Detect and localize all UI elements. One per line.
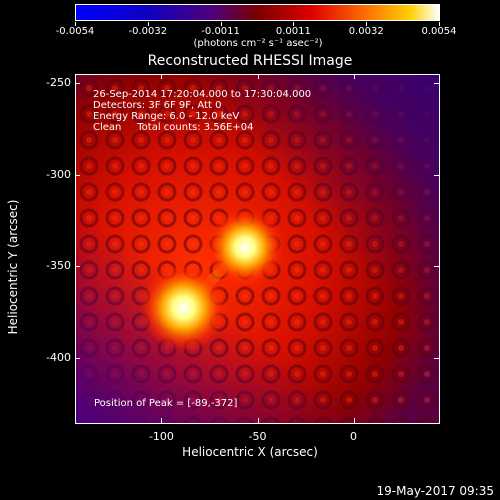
image-title: Reconstructed RHESSI Image xyxy=(147,53,353,69)
colorbar-tick xyxy=(439,22,440,26)
x-tick-label: -50 xyxy=(248,430,267,443)
info-line-counts: Clean Total counts: 3.56E+04 xyxy=(93,122,254,133)
x-tick-top xyxy=(353,74,355,79)
y-tick xyxy=(75,266,80,268)
y-tick-label: -350 xyxy=(46,259,71,273)
colorbar-tick-label: -0.0054 xyxy=(55,26,95,37)
y-tick-right xyxy=(434,83,439,85)
rhessi-image xyxy=(76,75,439,423)
y-axis-label: Heliocentric Y (arcsec) xyxy=(6,199,20,335)
colorbar-units: (photons cm⁻² s⁻¹ asec⁻²) xyxy=(193,38,323,49)
x-tick-top xyxy=(257,74,259,79)
flare-source xyxy=(139,263,228,352)
rhessi-image-plot: 26-Sep-2014 17:20:04.000 to 17:30:04.000… xyxy=(75,74,440,424)
x-tick-top xyxy=(161,74,163,79)
colorbar-tick xyxy=(75,22,76,26)
colorbar xyxy=(75,4,440,21)
y-tick xyxy=(75,83,80,85)
y-tick xyxy=(75,174,80,176)
colorbar-tick-label: 0.0011 xyxy=(275,26,311,37)
x-axis-label: Heliocentric X (arcsec) xyxy=(182,445,318,459)
colorbar-tick xyxy=(293,22,295,26)
y-tick-label: -400 xyxy=(46,351,71,365)
colorbar-tick xyxy=(366,22,368,26)
colorbar-tick xyxy=(147,22,149,26)
y-tick xyxy=(75,358,80,360)
flare-source xyxy=(205,207,285,287)
x-tick-label: 0 xyxy=(350,430,358,443)
colorbar-tick-label: 0.0054 xyxy=(421,26,457,37)
x-tick xyxy=(161,418,163,423)
x-tick-label: -100 xyxy=(148,430,174,443)
info-line-energy: Energy Range: 6.0 - 12.0 keV xyxy=(93,111,240,122)
y-tick-label: -300 xyxy=(46,167,71,181)
y-tick-right xyxy=(434,266,439,268)
y-tick-right xyxy=(434,174,439,176)
x-tick xyxy=(353,418,355,423)
colorbar-tick-label: 0.0032 xyxy=(348,26,384,37)
info-line-time: 26-Sep-2014 17:20:04.000 to 17:30:04.000 xyxy=(93,89,312,100)
y-tick-right xyxy=(434,358,439,360)
timestamp: 19-May-2017 09:35 xyxy=(376,484,494,498)
x-tick xyxy=(257,418,259,423)
colorbar-tick-label: -0.0032 xyxy=(128,26,168,37)
colorbar-tick-label: -0.0011 xyxy=(201,26,240,37)
info-line-detectors: Detectors: 3F 6F 9F, Att 0 xyxy=(93,100,222,111)
y-tick-label: -250 xyxy=(46,76,71,90)
colorbar-tick xyxy=(220,22,222,26)
peak-position: Position of Peak = [-89,-372] xyxy=(94,398,238,409)
